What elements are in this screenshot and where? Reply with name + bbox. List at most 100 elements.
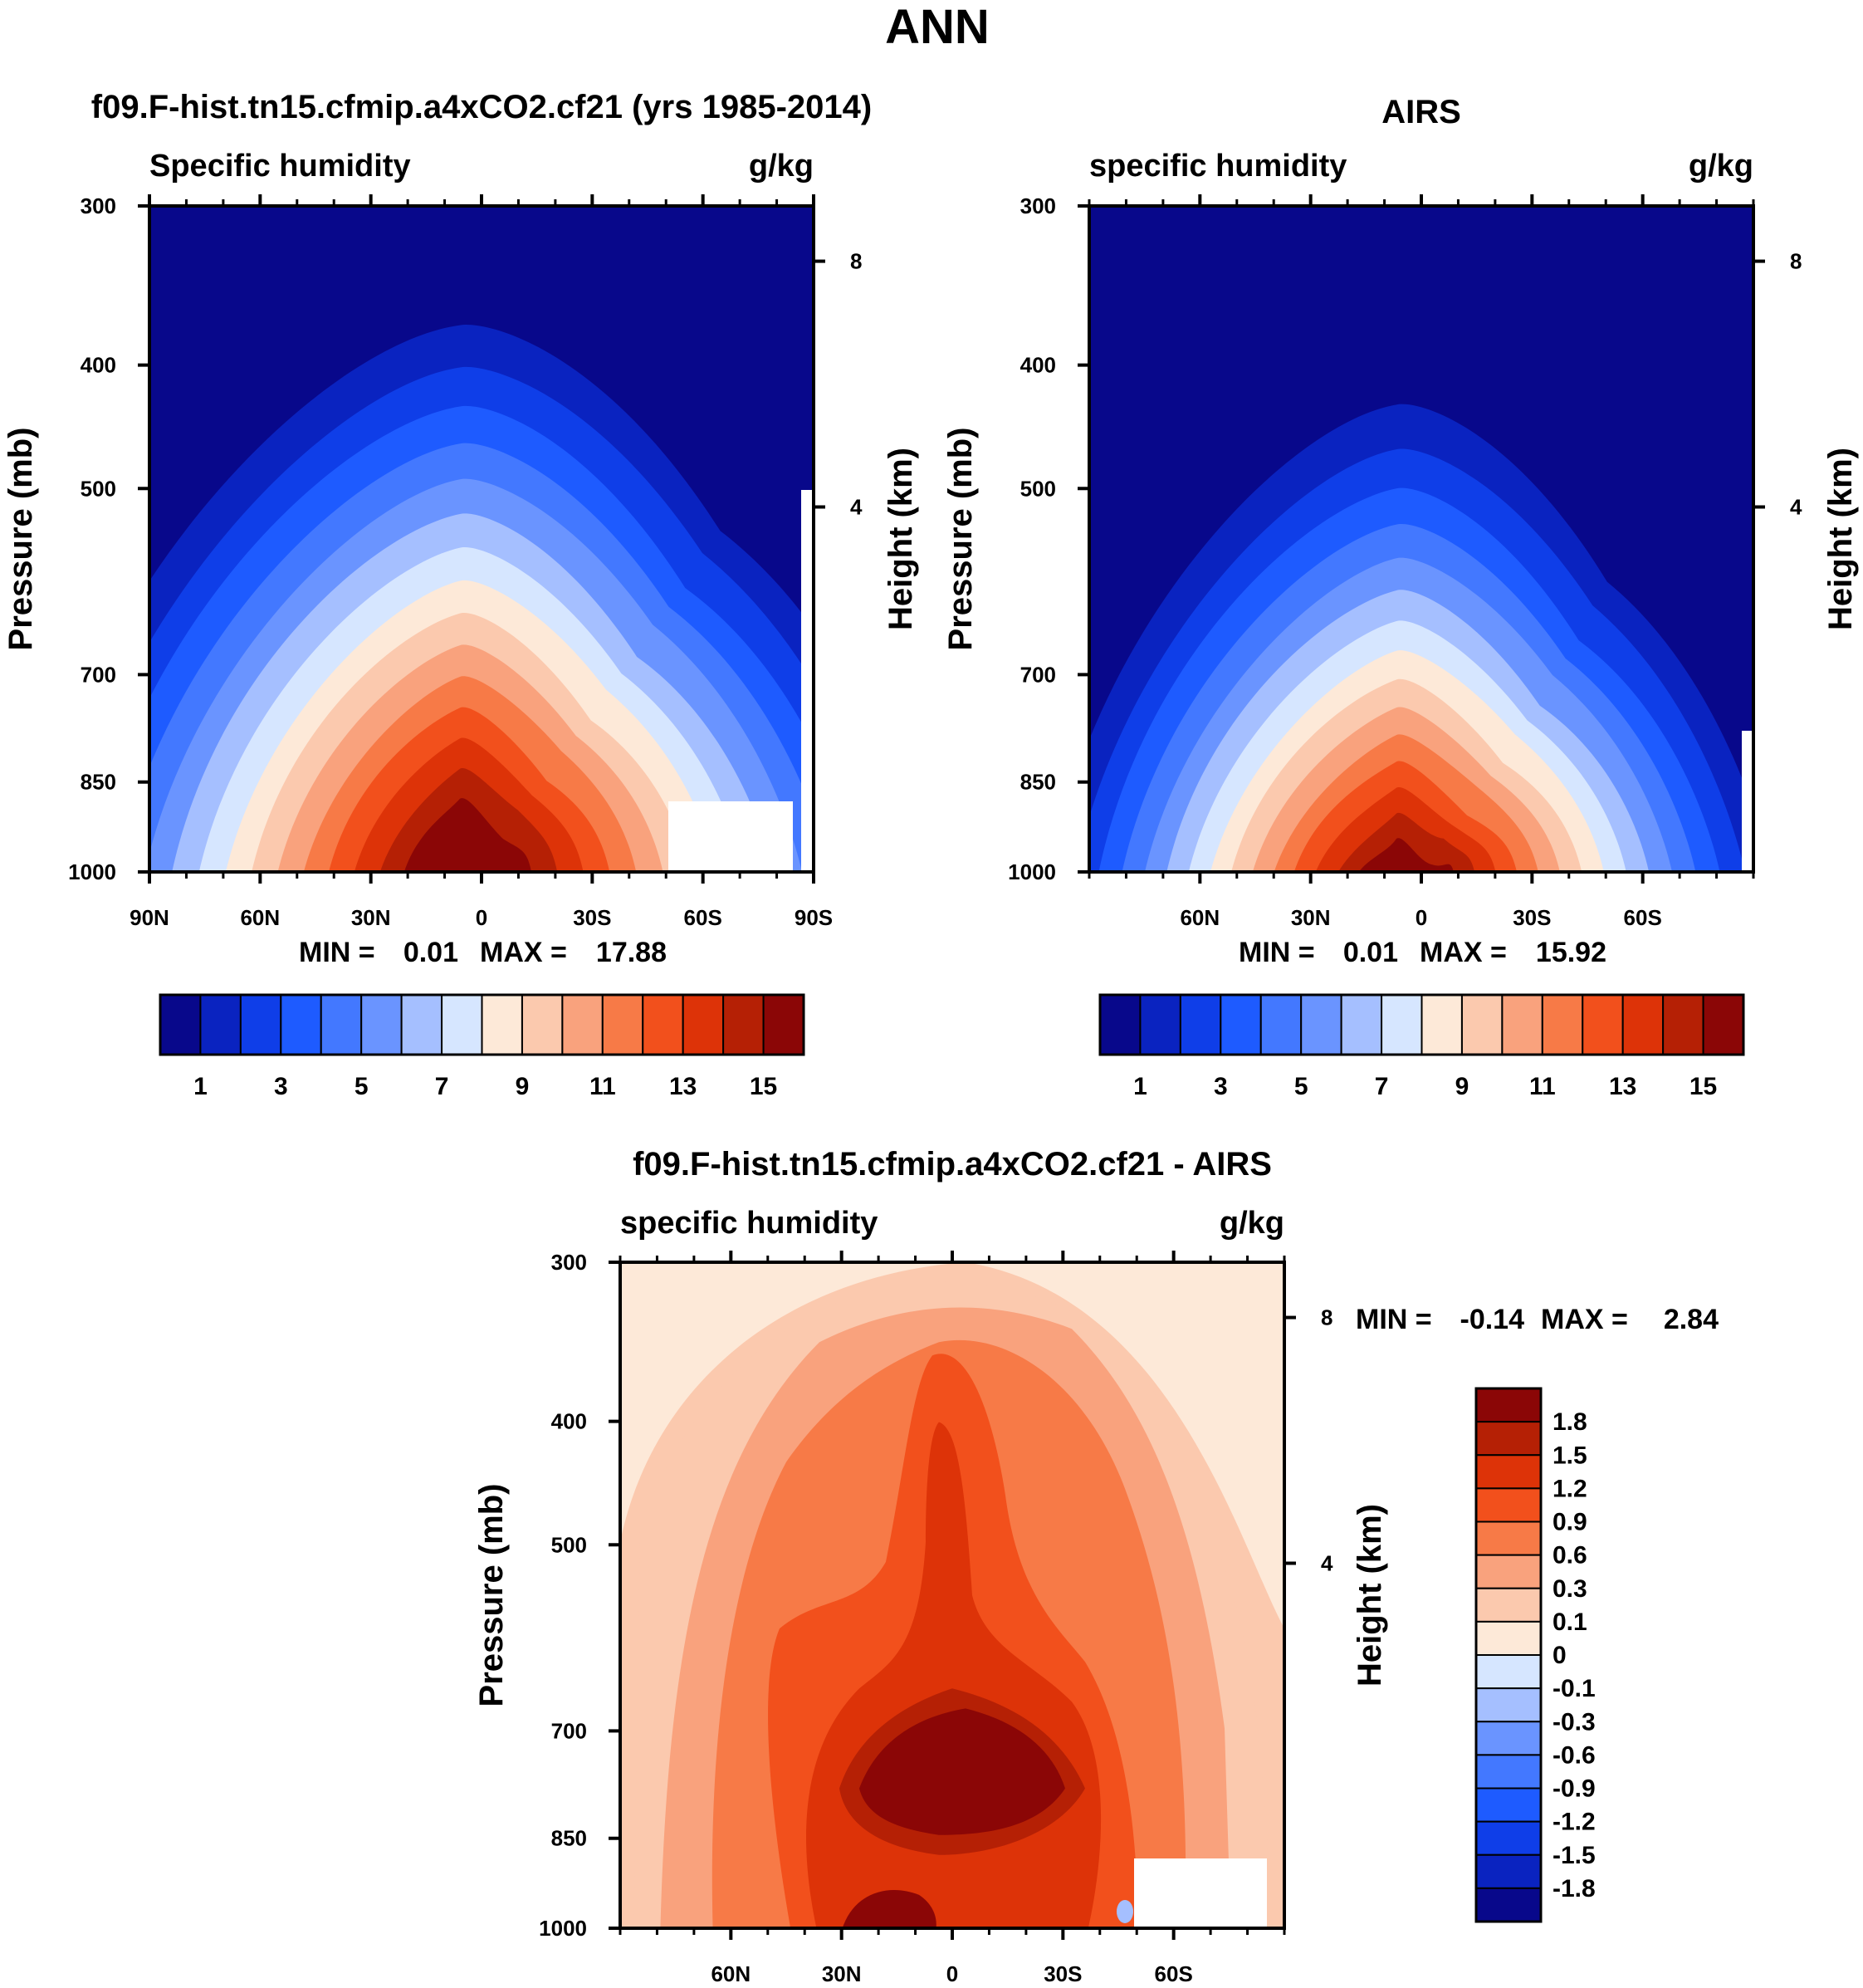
panel-model-missing-edge [801,490,814,872]
x-tick-label: 90S [795,905,833,930]
figure-title: ANN [885,0,990,54]
x-tick-label: 60S [1624,905,1662,930]
y-tick-label: 300 [551,1250,587,1275]
colorbar-label: 0.3 [1552,1575,1587,1603]
panel-model-units: g/kg [749,149,814,184]
colorbar-swatch [1501,994,1543,1055]
colorbar-swatch [1475,1887,1542,1922]
colorbar-swatch [1300,994,1342,1055]
y-tick-label: 700 [551,1718,587,1743]
panel-model-title: f09.F-hist.tn15.cfmip.a4xCO2.cf21 (yrs 1… [91,89,872,125]
panel-diff-stats: MIN = -0.14 MAX = 2.84 [1356,1304,1719,1335]
x-tick-label: 0 [946,1961,958,1986]
x-tick-label: 0 [1416,905,1427,930]
panel-obs-contours [1089,206,1753,872]
colorbar-label: 1 [1133,1073,1147,1100]
colorbar-swatch [1475,1520,1542,1556]
colorbar-swatch [1475,1687,1542,1723]
colorbar-label: 3 [274,1073,288,1100]
colorbar-swatch [1475,1620,1542,1656]
colorbar-swatch [320,994,363,1055]
colorbar-swatch [1541,994,1584,1055]
panel-obs-colorbar: 1 3 5 7 9 11 13 15 [1098,993,1745,1100]
colorbar-swatch [682,994,725,1055]
y-tick-label: 300 [81,193,116,218]
panel-obs-variable: specific humidity [1089,149,1347,184]
y-tick-label: 400 [551,1409,587,1434]
panel-model-missing-region [668,801,793,872]
panel-diff-units: g/kg [1220,1206,1284,1241]
panel-obs-min-label: MIN = [1239,937,1315,968]
colorbar-label: 11 [1529,1073,1556,1100]
colorbar-label: -0.3 [1552,1708,1596,1736]
x-tick-label: 90N [130,905,169,930]
y-tick-label: 400 [1020,353,1056,378]
colorbar-swatch [1460,994,1504,1055]
y-tick-label: 850 [551,1826,587,1851]
panel-diff-contours [620,1262,1284,1928]
colorbar-label: -0.1 [1552,1675,1596,1702]
y-tick-label: 1000 [68,859,116,884]
contour-band [842,1890,936,1928]
x-tick-label: 60N [1180,905,1220,930]
y-tick-label: 850 [1020,770,1056,795]
x-tick-label: 60S [1155,1961,1193,1986]
colorbar-swatch [1381,994,1423,1055]
colorbar-label: 5 [355,1073,369,1100]
right-tick-label: 8 [850,249,862,274]
panel-diff-colorbar: 1.8 1.5 1.2 0.9 0.6 0.3 0.1 0 -0.1 -0.3 -0.6 -0.9 -1… [1474,1387,1596,1923]
colorbar-label: 15 [1689,1073,1717,1100]
colorbar-swatch [1475,1554,1542,1589]
panel-obs-min-value: 0.01 [1343,937,1398,968]
colorbar-swatch [1099,994,1142,1055]
x-tick-label: 30N [822,1961,862,1986]
colorbar-swatch [1702,994,1744,1055]
colorbar-label: 9 [1455,1073,1469,1100]
right-tick-label: 8 [1321,1305,1332,1330]
y-tick-label: 850 [81,770,116,795]
colorbar-swatch [1420,994,1463,1055]
colorbar-frame [1474,1387,1543,1923]
colorbar-frame [1098,993,1745,1056]
panel-obs: AIRS specific humidity g/kg 300400500700… [942,94,1859,1100]
colorbar-swatch [642,994,684,1055]
panel-model-max-label: MAX = [480,937,567,968]
contour-band [403,798,531,872]
colorbar-swatch [722,994,765,1055]
colorbar-swatch [1340,994,1383,1055]
colorbar-swatch [360,994,403,1055]
colorbar-swatch [1475,1754,1542,1790]
colorbar-label: 9 [516,1073,530,1100]
panel-model-stats: MIN = 0.01 MAX = 17.88 [299,937,667,968]
colorbar-swatch [1475,1654,1542,1690]
panel-model-min-value: 0.01 [403,937,458,968]
colorbar-label: 3 [1214,1073,1228,1100]
colorbar-swatch [1475,1820,1542,1856]
y-tick-label: 400 [81,353,116,378]
colorbar-label: -0.9 [1552,1775,1596,1803]
panel-obs-max-label: MAX = [1420,937,1507,968]
colorbar-swatch [1139,994,1181,1055]
y-tick-label: 700 [1020,662,1056,687]
colorbar-label: 0.1 [1552,1609,1587,1636]
contour-band [1338,812,1475,872]
colorbar-swatch [481,994,523,1055]
panel-diff-ylabel: Pressure (mb) [473,1484,510,1707]
y-tick-label: 500 [1020,476,1056,501]
panel-obs-ylabel: Pressure (mb) [942,428,979,651]
panel-model-max-value: 17.88 [596,937,667,968]
colorbar-swatch [1475,1487,1542,1523]
colorbar-swatch [1475,1721,1542,1756]
panel-diff-max-label: MAX = [1541,1304,1628,1335]
colorbar-swatch [400,994,443,1055]
panel-diff-ylabel-right: Height (km) [1352,1504,1388,1687]
colorbar-label: 13 [1609,1073,1636,1100]
y-tick-label: 700 [81,662,116,687]
contour-band [620,1262,1284,1629]
x-tick-label: 30N [1291,905,1331,930]
panel-obs-title: AIRS [1381,94,1461,130]
colorbar-swatch [1220,994,1262,1055]
colorbar-swatch [1475,1421,1542,1457]
right-tick-label: 4 [1321,1551,1333,1576]
contour-band-negative [1117,1899,1133,1923]
